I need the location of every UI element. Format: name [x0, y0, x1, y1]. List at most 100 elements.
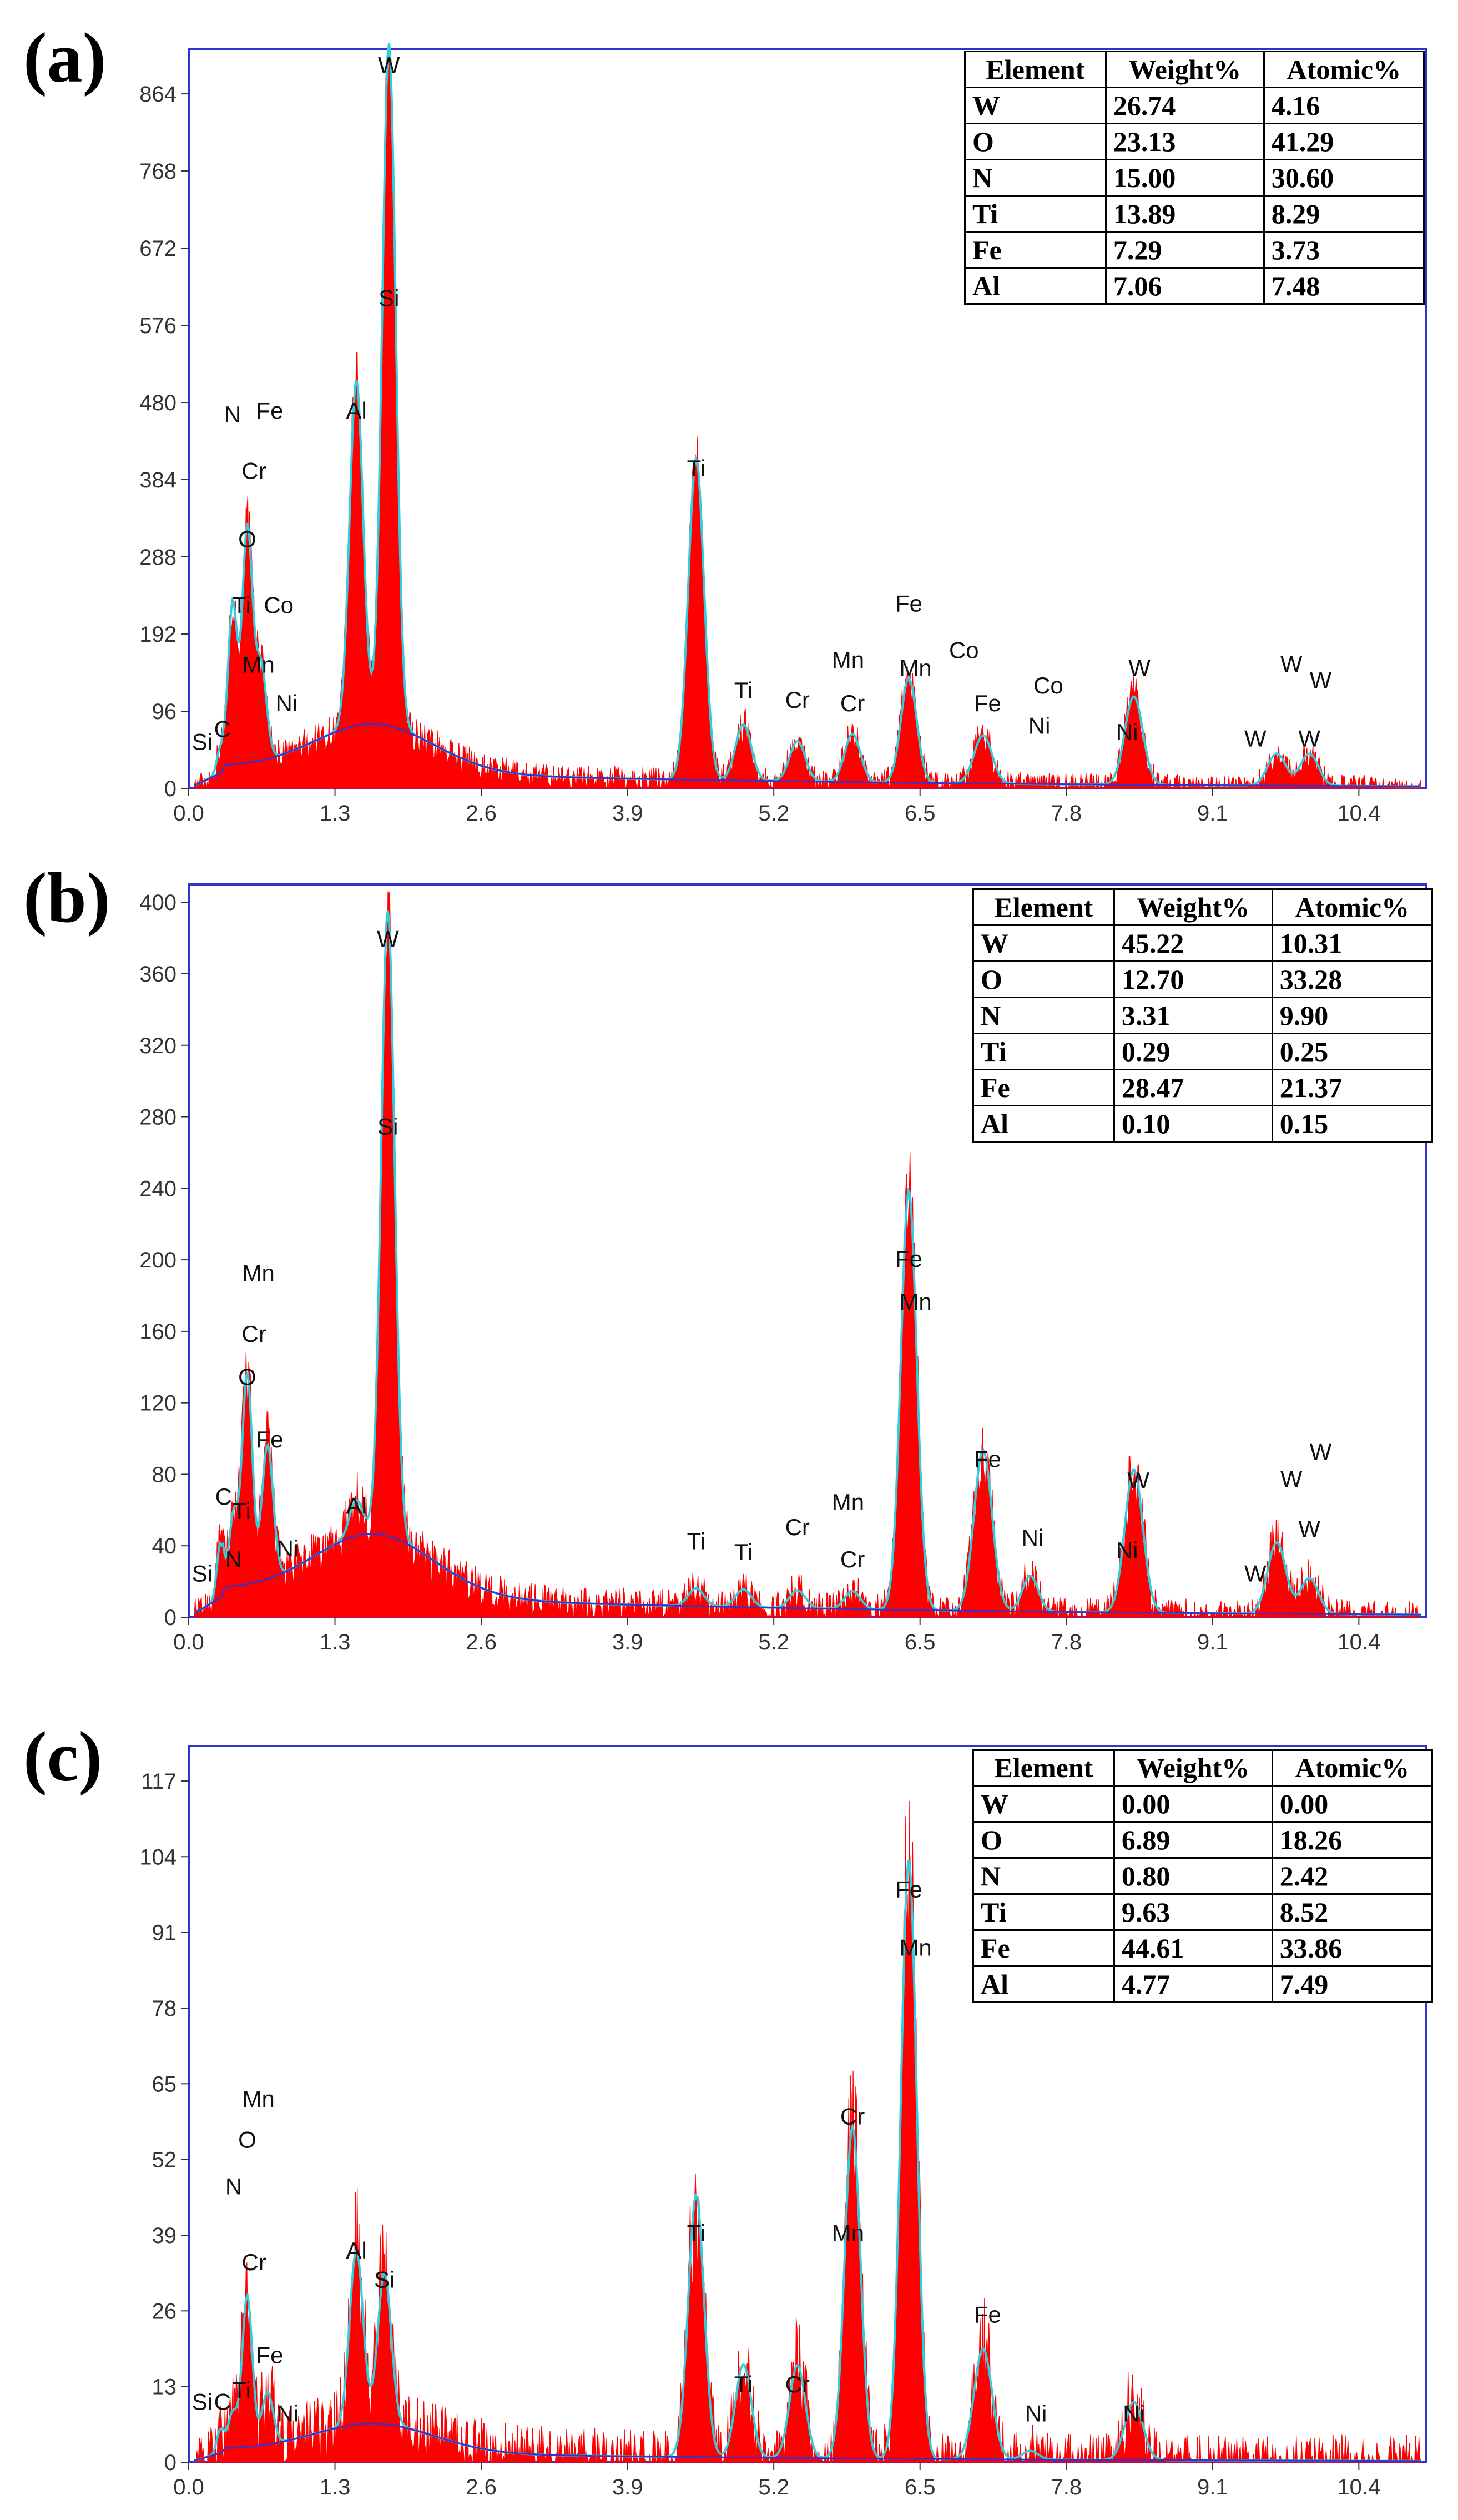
- table-cell: 3.73: [1263, 231, 1425, 269]
- table-cell: 8.52: [1271, 1893, 1434, 1931]
- table-header-atomic: Atomic%: [1271, 888, 1434, 926]
- table-cell: 0.10: [1113, 1105, 1273, 1143]
- table-cell: W: [972, 924, 1115, 962]
- peak-label: Mn: [832, 647, 864, 673]
- y-tick-label: 96: [152, 700, 177, 724]
- x-tick-label: 3.9: [612, 801, 643, 826]
- table-cell: O: [972, 1821, 1115, 1859]
- table-header-row: Element Weight% Atomic%: [972, 888, 1434, 926]
- y-tick-label: 39: [152, 2224, 177, 2248]
- table-cell: 3.31: [1113, 997, 1273, 1034]
- peak-label: Ti: [687, 2220, 705, 2246]
- table-cell: 8.29: [1263, 195, 1425, 233]
- table-cell: Fe: [972, 1929, 1115, 1967]
- peak-label: Ti: [233, 1498, 251, 1524]
- peak-label: Ni: [1028, 713, 1051, 739]
- peak-label: Mn: [243, 1260, 275, 1286]
- table-header-weight: Weight%: [1113, 888, 1273, 926]
- peak-label: Mn: [243, 2086, 275, 2112]
- y-tick-label: 864: [139, 82, 176, 107]
- peak-label: W: [378, 52, 400, 78]
- table-row: Ti 0.29 0.25: [972, 1033, 1434, 1070]
- table-cell: 0.29: [1113, 1033, 1273, 1070]
- table-row: N 3.31 9.90: [972, 997, 1434, 1034]
- peak-label: N: [224, 401, 241, 427]
- x-tick-label: 0.0: [173, 801, 204, 826]
- table-cell: Al: [964, 267, 1107, 305]
- table-cell: 41.29: [1263, 123, 1425, 160]
- peak-label: Co: [949, 637, 979, 663]
- table-row: Fe 7.29 3.73: [964, 231, 1425, 269]
- peak-label: C: [215, 1483, 232, 1510]
- peak-label: W: [1280, 1466, 1303, 1492]
- y-tick-label: 0: [164, 2451, 176, 2475]
- table-cell: Fe: [964, 231, 1107, 269]
- peak-label: Ni: [1022, 1525, 1044, 1551]
- x-tick-label: 1.3: [320, 1630, 351, 1654]
- peak-label: W: [1128, 655, 1151, 681]
- peak-label: Fe: [256, 398, 283, 424]
- peak-label: Mn: [832, 2220, 864, 2246]
- background-line: [194, 723, 1421, 787]
- y-tick-label: 26: [152, 2299, 177, 2323]
- table-row: O 6.89 18.26: [972, 1821, 1434, 1859]
- y-tick-label: 480: [139, 391, 176, 415]
- table-cell: 9.90: [1271, 997, 1434, 1034]
- peak-label: Ti: [687, 455, 705, 481]
- y-tick-label: 91: [152, 1921, 177, 1945]
- y-tick-label: 672: [139, 237, 176, 261]
- table-header-weight: Weight%: [1104, 51, 1265, 88]
- table-header-element: Element: [972, 1749, 1115, 1787]
- peak-label: W: [1244, 1561, 1267, 1587]
- x-tick-label: 7.8: [1051, 2475, 1082, 2499]
- peak-label: Ni: [1116, 1537, 1138, 1563]
- peak-label: Al: [346, 398, 366, 424]
- peak-label: Ti: [734, 677, 753, 703]
- peak-label: Ni: [1116, 719, 1138, 745]
- table-cell: Ti: [972, 1893, 1115, 1931]
- table-header-atomic: Atomic%: [1263, 51, 1425, 88]
- x-tick-label: 3.9: [612, 1630, 643, 1654]
- peak-label: Mn: [899, 1289, 931, 1315]
- peak-label: Cr: [241, 2249, 266, 2275]
- peak-label: Ni: [277, 1536, 299, 1562]
- background-line: [194, 2422, 1421, 2462]
- y-tick-label: 80: [152, 1462, 177, 1487]
- y-tick-label: 200: [139, 1248, 176, 1272]
- peak-label: N: [225, 2174, 242, 2200]
- table-row: Al 7.06 7.48: [964, 267, 1425, 305]
- table-cell: N: [972, 997, 1115, 1034]
- panel-label: (c): [23, 1717, 103, 1796]
- table-cell: 0.80: [1113, 1857, 1273, 1895]
- x-tick-label: 9.1: [1197, 2475, 1228, 2499]
- x-tick-label: 2.6: [466, 801, 497, 826]
- peak-label: Co: [264, 592, 294, 618]
- table-cell: 21.37: [1271, 1069, 1434, 1106]
- x-tick-label: 5.2: [758, 801, 789, 826]
- panel-c: (c) 0.0 1.3 2.6 3.9 5.2 6.5 7.8 9.1 10.4 0 13 26 39 5…: [0, 1674, 1458, 2520]
- x-tick-label: 7.8: [1051, 1630, 1082, 1654]
- table-cell: 7.48: [1263, 267, 1425, 305]
- peak-label: Cr: [840, 2104, 865, 2130]
- peak-label: Ti: [687, 1528, 705, 1555]
- table-row: Fe 28.47 21.37: [972, 1069, 1434, 1106]
- y-tick-label: 768: [139, 159, 176, 184]
- table-cell: 7.06: [1104, 267, 1265, 305]
- table-cell: O: [972, 960, 1115, 998]
- y-tick-label: 576: [139, 314, 176, 338]
- composition-table: Element Weight% Atomic% W 26.74 4.16 O 23.1…: [964, 51, 1425, 305]
- table-row: O 23.13 41.29: [964, 123, 1425, 160]
- peak-label: Ni: [277, 2401, 299, 2427]
- peak-label: W: [1310, 1439, 1332, 1465]
- x-tick-label: 5.2: [758, 1630, 789, 1654]
- table-cell: 10.31: [1271, 924, 1434, 962]
- peak-label: Cr: [840, 1546, 865, 1572]
- table-cell: Ti: [972, 1033, 1115, 1070]
- table-cell: 30.60: [1263, 159, 1425, 197]
- y-tick-label: 117: [141, 1769, 176, 1794]
- peak-label: W: [1310, 667, 1332, 693]
- peak-label: W: [1298, 726, 1320, 752]
- table-cell: N: [972, 1857, 1115, 1895]
- x-tick-label: 9.1: [1197, 1630, 1228, 1654]
- table-cell: 6.89: [1113, 1821, 1273, 1859]
